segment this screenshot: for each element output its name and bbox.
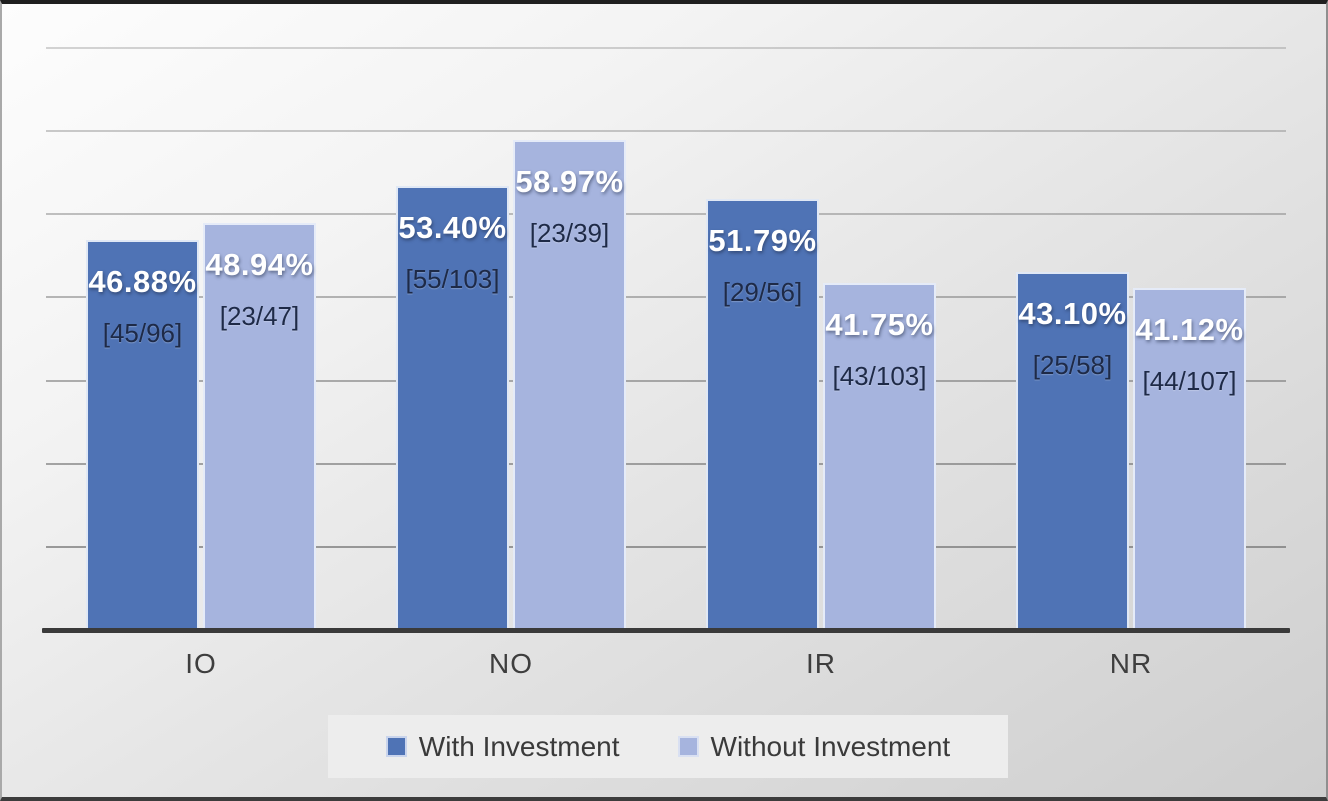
- x-axis-line: [42, 628, 1290, 633]
- bar-percent-label: 43.10%: [1018, 295, 1127, 331]
- bar-count-label: [55/103]: [405, 264, 500, 295]
- bar-with-investment-io: 46.88% [45/96]: [86, 240, 199, 630]
- bar-percent-label: 51.79%: [708, 223, 817, 259]
- legend: With Investment Without Investment: [328, 715, 1008, 778]
- x-axis-label-io: IO: [185, 648, 217, 679]
- bar-count-label: [43/103]: [832, 360, 927, 391]
- bar-without-investment-ir: 41.75% [43/103]: [823, 282, 936, 630]
- bar-percent-label: 41.12%: [1135, 312, 1244, 348]
- bar-percent-label: 53.40%: [398, 210, 507, 246]
- x-axis-label-ir: IR: [806, 648, 836, 679]
- legend-swatch-icon: [385, 736, 407, 757]
- legend-label: With Investment: [418, 730, 620, 762]
- bar-count-label: [23/39]: [529, 217, 610, 248]
- bar-without-investment-io: 48.94% [23/47]: [203, 223, 316, 630]
- legend-item-with-investment: With Investment: [385, 730, 620, 763]
- bar-count-label: [23/47]: [219, 301, 300, 332]
- gridline: [46, 379, 1286, 382]
- bar-percent-label: 41.75%: [825, 306, 934, 342]
- gridline: [46, 47, 1286, 49]
- gridline: [46, 213, 1286, 216]
- gridline: [46, 130, 1286, 133]
- x-axis-label-no: NO: [489, 648, 533, 679]
- bar-percent-label: 58.97%: [515, 163, 624, 199]
- bar-without-investment-nr: 41.12% [44/107]: [1133, 288, 1246, 630]
- bar-with-investment-no: 53.40% [55/103]: [396, 186, 509, 630]
- legend-item-without-investment: Without Investment: [677, 730, 951, 763]
- bar-with-investment-ir: 51.79% [29/56]: [706, 199, 819, 630]
- gridline: [46, 296, 1286, 299]
- bar-without-investment-no: 58.97% [23/39]: [513, 139, 626, 630]
- plot-area: 46.88% [45/96] 48.94% [23/47] IO 53.40% [55/10…: [2, 4, 1326, 797]
- bar-count-label: [45/96]: [102, 318, 183, 349]
- bar-with-investment-nr: 43.10% [25/58]: [1016, 271, 1129, 630]
- bar-count-label: [44/107]: [1142, 366, 1237, 397]
- x-axis-label-nr: NR: [1109, 648, 1153, 679]
- bar-percent-label: 48.94%: [205, 247, 314, 283]
- gridline: [46, 462, 1286, 465]
- legend-label: Without Investment: [710, 730, 951, 762]
- legend-swatch-icon: [677, 736, 699, 757]
- bar-count-label: [25/58]: [1032, 349, 1113, 380]
- gridline: [46, 545, 1286, 548]
- bar-percent-label: 46.88%: [88, 264, 197, 300]
- bar-count-label: [29/56]: [722, 277, 803, 308]
